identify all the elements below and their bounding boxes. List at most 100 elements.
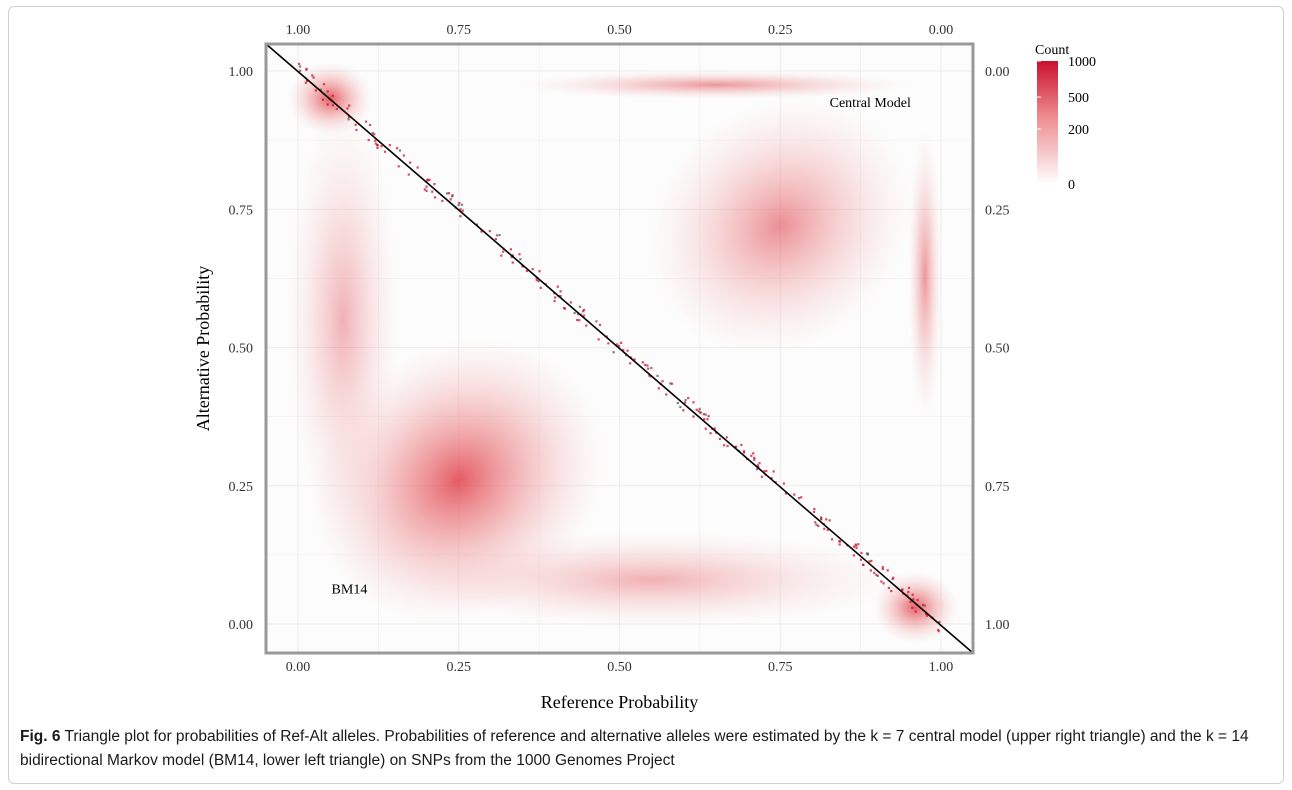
scatter-point bbox=[916, 598, 919, 602]
scatter-point bbox=[441, 199, 444, 203]
density-region bbox=[397, 531, 907, 629]
scatter-point bbox=[354, 123, 357, 126]
scatter-point bbox=[629, 362, 632, 365]
x-axis-title: Reference Probability bbox=[541, 692, 698, 712]
scatter-point bbox=[451, 194, 454, 197]
scatter-point bbox=[319, 88, 322, 91]
scatter-point bbox=[752, 452, 755, 455]
scatter-point bbox=[525, 269, 528, 273]
scatter-point bbox=[661, 380, 664, 383]
scatter-point bbox=[815, 523, 818, 526]
scatter-point bbox=[312, 76, 315, 79]
scatter-point bbox=[582, 308, 586, 311]
scatter-point bbox=[665, 393, 668, 396]
scatter-point bbox=[383, 150, 387, 153]
scatter-point bbox=[854, 543, 857, 546]
scatter-point bbox=[697, 410, 700, 413]
density-region bbox=[646, 95, 914, 357]
scatter-point bbox=[407, 173, 410, 176]
density-region bbox=[872, 570, 958, 644]
scatter-point bbox=[573, 311, 576, 315]
y-tick-label: 1.00 bbox=[229, 65, 254, 80]
scatter-point bbox=[817, 524, 820, 527]
scatter-point bbox=[576, 318, 579, 322]
scatter-point bbox=[825, 518, 828, 521]
plot-annotation: BM14 bbox=[332, 583, 368, 598]
scatter-point bbox=[582, 314, 585, 317]
scatter-point bbox=[756, 464, 759, 467]
scatter-point bbox=[426, 179, 429, 182]
scatter-point bbox=[449, 198, 452, 201]
scatter-point bbox=[388, 144, 391, 147]
scatter-point bbox=[742, 451, 746, 454]
scatter-point bbox=[537, 280, 540, 283]
scatter-point bbox=[616, 343, 619, 346]
scatter-point bbox=[633, 358, 636, 361]
scatter-point bbox=[830, 538, 834, 541]
scatter-point bbox=[937, 628, 940, 632]
scatter-point bbox=[753, 456, 756, 460]
scatter-point bbox=[322, 83, 326, 86]
scatter-point bbox=[299, 65, 302, 68]
panel-border bbox=[264, 42, 975, 655]
scatter-point bbox=[698, 407, 701, 410]
scatter-point bbox=[784, 492, 788, 495]
scatter-point bbox=[683, 401, 687, 404]
scatter-point bbox=[459, 215, 462, 218]
y-tick-label: 0.75 bbox=[229, 203, 254, 218]
scatter-point bbox=[907, 586, 911, 590]
scatter-point bbox=[813, 510, 816, 513]
scatter-point bbox=[348, 104, 351, 107]
y-axis-ticks: 0.00 0.25 0.50 0.75 1.00 bbox=[229, 65, 254, 633]
scatter-point bbox=[820, 516, 823, 519]
scatter-point bbox=[670, 382, 674, 385]
legend-tick-label: 0 bbox=[1068, 178, 1075, 193]
scatter-point bbox=[380, 145, 383, 148]
scatter-point bbox=[457, 203, 460, 207]
scatter-point bbox=[364, 120, 368, 123]
scatter-point bbox=[838, 543, 841, 546]
legend-tick-label: 1000 bbox=[1068, 55, 1096, 70]
scatter-point bbox=[425, 189, 428, 192]
scatter-point bbox=[612, 351, 615, 354]
scatter-point bbox=[758, 462, 761, 465]
scatter-point bbox=[314, 89, 317, 92]
scatter-point bbox=[495, 234, 499, 237]
scatter-point bbox=[582, 310, 585, 313]
scatter-point bbox=[641, 361, 644, 364]
scatter-point bbox=[755, 468, 759, 471]
scatter-point bbox=[647, 367, 650, 370]
scatter-point bbox=[923, 604, 926, 607]
scatter-point bbox=[869, 569, 872, 572]
scatter-point bbox=[887, 586, 891, 590]
scatter-point bbox=[376, 143, 379, 147]
scatter-point bbox=[880, 580, 883, 583]
scatter-point bbox=[707, 415, 710, 418]
scatter-point bbox=[656, 374, 659, 377]
scatter-point bbox=[553, 299, 556, 303]
top-tick-label: 1.00 bbox=[286, 23, 311, 38]
scatter-point bbox=[914, 610, 917, 613]
scatter-point bbox=[687, 396, 690, 400]
scatter-point bbox=[511, 254, 515, 257]
scatter-point bbox=[765, 469, 768, 473]
scatter-point bbox=[585, 324, 588, 327]
scatter-point bbox=[743, 450, 746, 453]
scatter-point bbox=[860, 551, 863, 555]
scatter-point bbox=[373, 133, 376, 136]
scatter-point bbox=[826, 528, 829, 531]
scatter-point bbox=[535, 278, 538, 282]
scatter-point bbox=[626, 349, 629, 352]
scatter-point bbox=[502, 250, 505, 253]
scatter-point bbox=[461, 209, 464, 212]
scatter-point bbox=[539, 286, 542, 289]
scatter-point bbox=[876, 574, 879, 577]
scatter-point bbox=[924, 612, 928, 616]
y-tick-label: 0.50 bbox=[229, 342, 254, 357]
right-tick-label: 0.25 bbox=[985, 203, 1010, 218]
scatter-point bbox=[814, 521, 817, 524]
diagonal-line bbox=[265, 43, 974, 654]
scatter-point bbox=[620, 341, 623, 344]
scatter-point bbox=[682, 409, 685, 412]
scatter-point bbox=[875, 573, 878, 577]
